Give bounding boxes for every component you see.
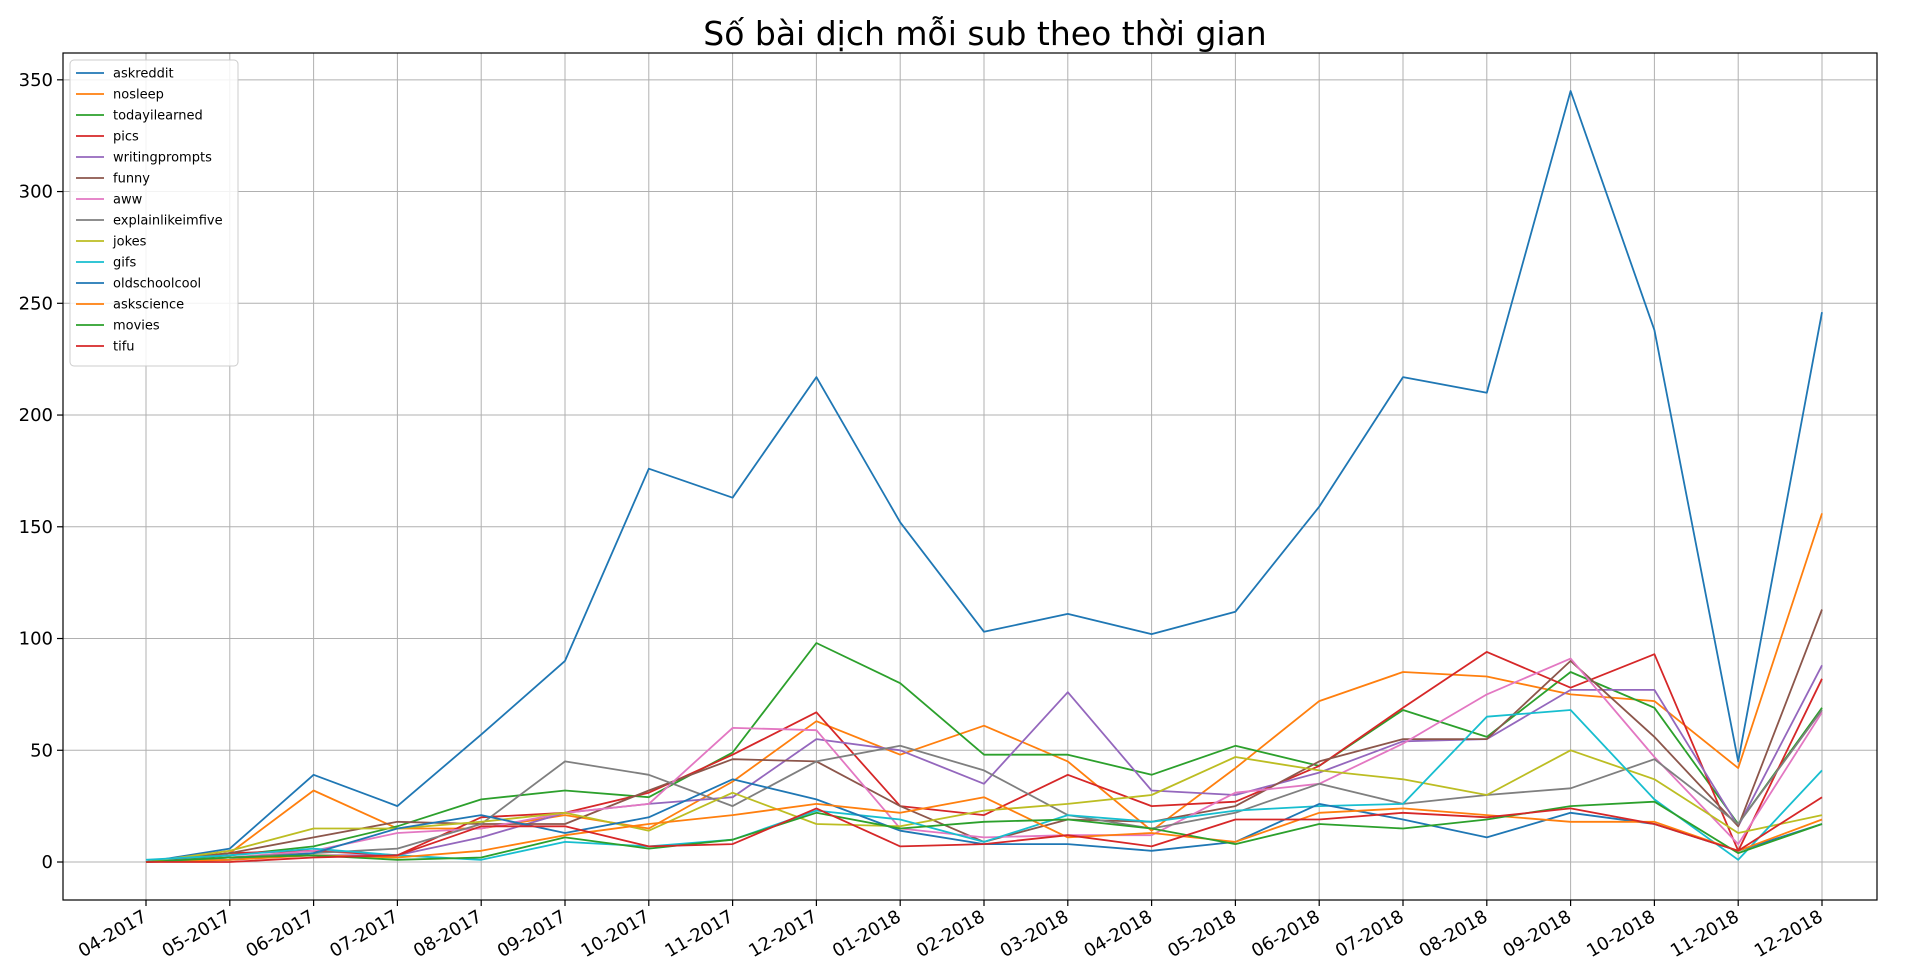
legend-label: aww xyxy=(113,193,143,208)
x-tick-label: 07-2018 xyxy=(1332,906,1408,962)
x-tick-label: 08-2017 xyxy=(410,906,486,962)
y-tick-label: 0 xyxy=(42,852,53,873)
series-line-writingprompts xyxy=(145,664,1823,863)
y-tick-label: 50 xyxy=(30,740,53,761)
series-line-pics xyxy=(145,651,1823,863)
x-tick-label: 06-2017 xyxy=(242,906,318,962)
x-tick-label: 03-2018 xyxy=(997,906,1073,962)
x-tick-label: 12-2018 xyxy=(1751,906,1827,962)
series-line-askscience xyxy=(145,796,1823,863)
x-tick-label: 04-2017 xyxy=(75,906,151,962)
x-tick-label: 08-2018 xyxy=(1416,906,1492,962)
series-line-todayilearned xyxy=(145,642,1823,863)
series-line-explainlikeimfive xyxy=(145,709,1823,863)
y-tick-label: 350 xyxy=(19,70,53,91)
legend-label: movies xyxy=(113,319,160,334)
x-tick-label: 11-2017 xyxy=(661,906,737,962)
x-tick-label: 09-2017 xyxy=(494,906,570,962)
x-tick-label: 10-2018 xyxy=(1583,906,1659,962)
legend-label: gifs xyxy=(113,256,136,271)
series-line-jokes xyxy=(145,749,1823,863)
x-tick-label: 12-2017 xyxy=(745,906,821,962)
x-tick-label: 02-2018 xyxy=(913,906,989,962)
x-tick-label: 04-2018 xyxy=(1080,906,1156,962)
y-tick-label: 100 xyxy=(19,629,53,650)
legend-label: askreddit xyxy=(113,67,174,82)
legend-label: pics xyxy=(113,130,139,145)
y-tick-label: 250 xyxy=(19,293,53,314)
x-tick-label: 05-2018 xyxy=(1164,906,1240,962)
grid xyxy=(63,53,1877,900)
series-line-nosleep xyxy=(145,513,1823,863)
x-tick-label: 10-2017 xyxy=(578,906,654,962)
x-tick-label: 01-2018 xyxy=(829,906,905,962)
x-tick-label: 07-2017 xyxy=(326,906,402,962)
legend-label: funny xyxy=(113,172,150,187)
legend-label: explainlikeimfive xyxy=(113,214,223,229)
y-tick-label: 150 xyxy=(19,517,53,538)
legend-label: todayilearned xyxy=(113,109,203,124)
y-axis-ticks: 0 50 100 150 200 250 300 350 xyxy=(19,70,63,873)
legend-label: nosleep xyxy=(113,88,164,103)
x-axis-ticks: 04-2017 05-2017 06-2017 07-2017 08-2017 09-20… xyxy=(75,900,1827,962)
series-line-tifu xyxy=(146,796,1823,863)
x-tick-label: 06-2018 xyxy=(1248,906,1324,962)
legend-label: jokes xyxy=(112,235,147,250)
legend-label: askscience xyxy=(113,298,184,313)
series-line-gifs xyxy=(145,709,1823,861)
series-line-askreddit xyxy=(145,90,1823,863)
plot-frame xyxy=(62,52,1878,901)
x-tick-label: 09-2018 xyxy=(1499,906,1575,962)
legend-label: oldschoolcool xyxy=(113,277,201,292)
legend-label: tifu xyxy=(113,340,135,355)
series-line-aww xyxy=(145,657,1823,863)
x-tick-label: 05-2017 xyxy=(159,906,235,962)
y-tick-label: 300 xyxy=(19,182,53,203)
legend-box xyxy=(69,59,239,367)
legend: askreddit nosleep todayilearned pics writing… xyxy=(69,59,239,367)
legend-label: writingprompts xyxy=(113,151,212,166)
chart-title: Số bài dịch mỗi sub theo thời gian xyxy=(703,14,1266,53)
series-lines xyxy=(145,90,1823,863)
y-tick-label: 200 xyxy=(19,405,53,426)
x-tick-label: 11-2018 xyxy=(1667,906,1743,962)
